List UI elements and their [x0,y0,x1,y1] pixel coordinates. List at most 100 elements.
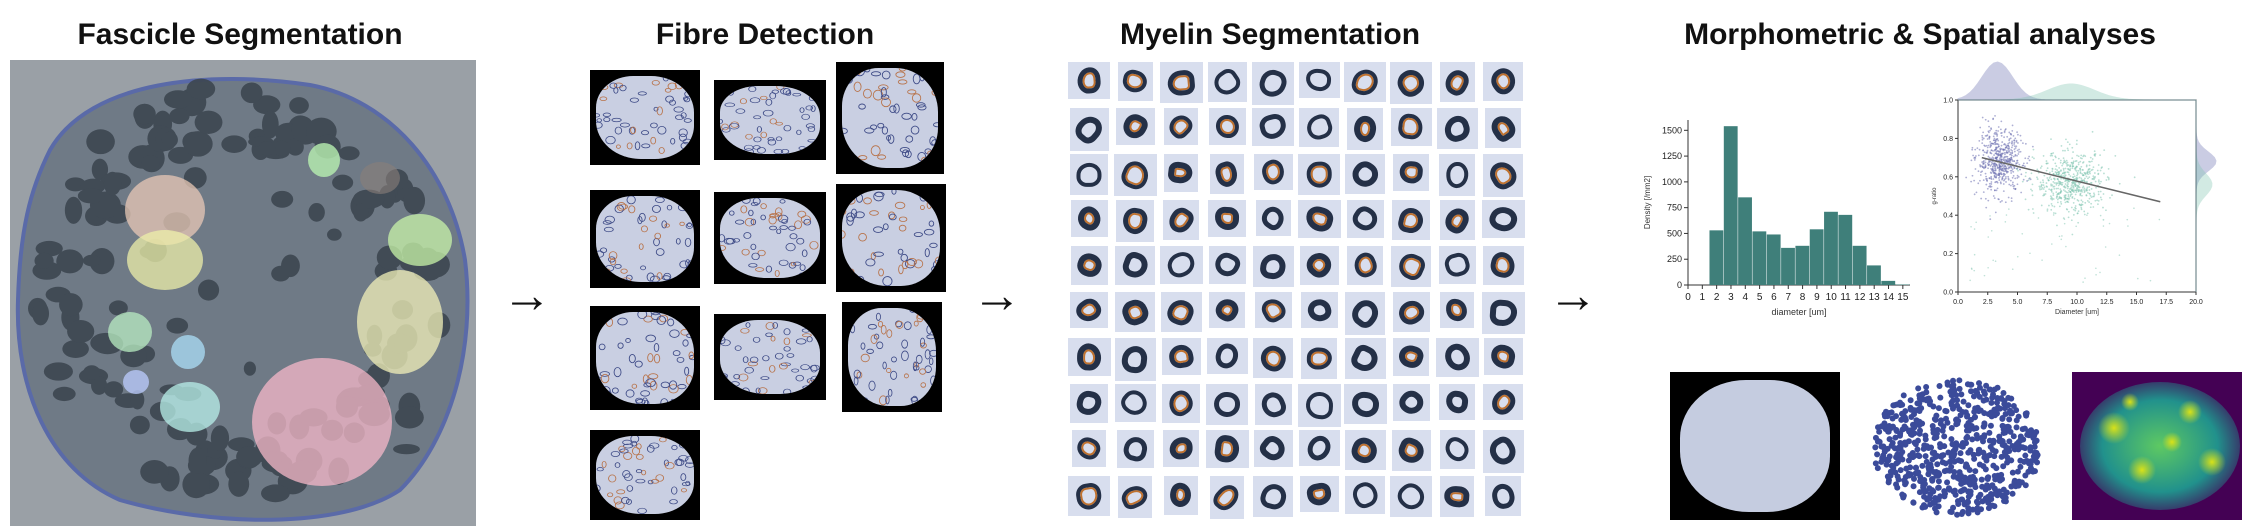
fibre-crop-tile [714,80,826,160]
scatter-point [2016,177,2019,179]
scatter-point [2074,185,2077,187]
scatter-point [1982,191,1985,194]
scatter-point [2060,238,2063,241]
fibre-dot [1901,423,1908,430]
scatter-point [2075,170,2078,172]
fibre-dot [1916,392,1923,399]
scatter-point [2067,168,2070,171]
scatter-point [2081,194,2083,197]
scatter-point [1981,136,1984,139]
scatter-point [2011,140,2014,143]
scatter-point [2079,160,2082,163]
fibre-dot [1897,440,1904,447]
scatter-point [2088,201,2091,204]
scatter-point [2018,148,2020,151]
fibre-dot [1937,394,1944,401]
scatter-point [2029,178,2032,181]
scatter-point [2051,170,2054,173]
fibre-dot [1981,432,1988,439]
scatter-point [2085,164,2088,167]
fibre-dot [1978,476,1985,483]
scatter-point [1977,170,1980,173]
scatter-point [2090,196,2093,199]
scatter-point [2004,149,2006,151]
scatter-point [2088,176,2091,179]
scatter-point [2066,181,2069,184]
scatter-point [1971,148,1974,151]
scatter-point [1971,174,1974,177]
scatter-point [1981,166,1984,169]
arrow-icon: → [972,267,1022,323]
scatter-point [2094,180,2097,183]
scatter-point [1973,179,1976,182]
scatter-point [1986,138,1989,140]
x-tick-label: 14 [1883,292,1895,303]
fibre-dot [2010,433,2017,440]
fibre-dot [1905,472,1912,479]
fibre-dot [1917,478,1924,485]
scatter-point [1995,133,1997,136]
scatter-point [2051,168,2054,170]
scatter-point [2070,206,2073,209]
fibre-dot [1915,385,1922,392]
scatter-point [2040,185,2042,188]
scatter-point [2031,183,2034,186]
scatter-point [2086,212,2089,215]
fibre-dot [1931,499,1938,506]
scatter-point [2050,208,2053,211]
scatter-point [1994,260,1997,263]
scatter-point [2017,169,2019,172]
scatter-point [2037,217,2040,219]
scatter-point [1993,171,1996,174]
scatter-point [2041,186,2044,189]
scatter-point [1992,169,1995,172]
scatter-point [2027,157,2030,160]
scatter-point [1978,148,1981,151]
x-axis-label: diameter [um] [1771,307,1826,317]
scatter-point [1989,165,1992,167]
fibre-dot [1970,393,1977,400]
fibre-dot [1983,382,1990,389]
scatter-point [1973,193,1976,196]
scatter-point [1988,125,1990,128]
scatter-point [2059,159,2062,162]
scatter-point [2097,164,2100,166]
scatter-point [2040,204,2043,207]
fibre-dot [2025,428,2032,435]
fibre-dot [1945,485,1952,492]
scatter-point [2080,204,2082,207]
scatter-point [2065,191,2068,194]
scatter-point [2070,193,2073,196]
myelin-fibre-crop [1206,384,1248,425]
scatter-point [2094,154,2096,157]
x-tick-label: 1 [1700,292,1706,303]
scatter-point [2088,171,2090,174]
scatter-point [2018,151,2020,153]
scatter-point [2149,279,2152,282]
scatter-point [1975,221,1977,224]
fibre-dot [1910,483,1917,490]
myelin-fibre-crop [1344,430,1386,470]
fibre-dot [1893,413,1900,420]
scatter-point [2038,187,2041,189]
scatter-point [2010,133,2013,136]
scatter-point [2076,184,2079,187]
fibre-dot [1901,477,1908,484]
myelin-fibre-crop [1252,62,1294,105]
scatter-point [2097,179,2100,181]
scatter-point [2053,187,2056,190]
histogram-bar [1809,229,1824,285]
y-tick-label: 1500 [1662,125,1682,135]
scatter-point [2042,179,2044,182]
scatter-point [2062,175,2065,177]
scatter-point [2103,172,2105,175]
scatter-point [2133,207,2135,210]
scatter-point [2069,169,2072,172]
fibre-dot [1965,479,1972,486]
myelin-fibre-crop [1436,108,1478,149]
scatter-point [2075,225,2077,228]
myelin-fibre-crop [1440,292,1474,328]
scatter-point [2068,173,2070,176]
scatter-point [1994,166,1997,168]
scatter-point [2039,181,2042,184]
